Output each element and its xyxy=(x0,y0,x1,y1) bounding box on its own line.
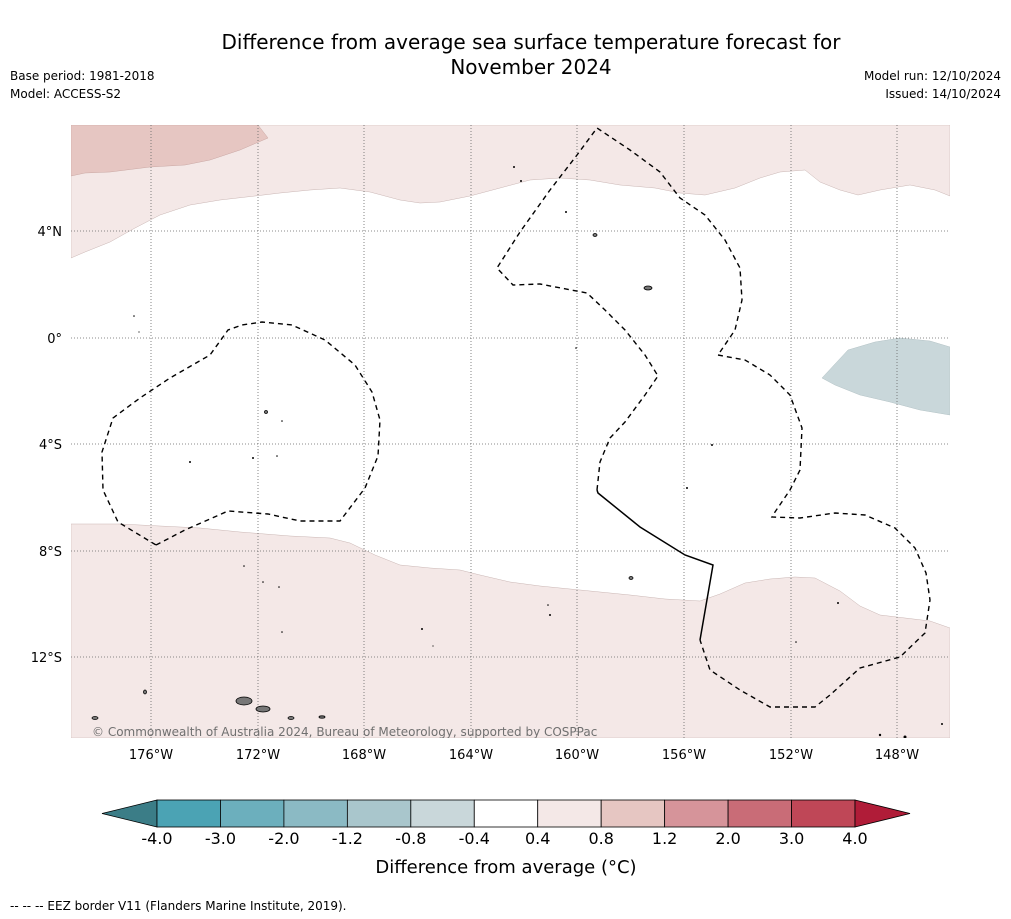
lon-label-148w: 148°W xyxy=(875,748,919,763)
latitude-labels: 4°N 0° 4°S 8°S 12°S xyxy=(31,225,62,666)
map-frame: © Commonwealth of Australia 2024, Bureau… xyxy=(71,125,950,739)
title-line-1: Difference from average sea surface temp… xyxy=(221,30,841,54)
colorbar-title: Difference from average (°C) xyxy=(375,857,636,878)
colorbar-cell xyxy=(346,799,412,828)
anomaly-region-north xyxy=(71,125,950,259)
eez-legend-note: -- -- -- EEZ border V11 (Flanders Marine… xyxy=(10,899,347,913)
eez-border-central xyxy=(496,127,743,491)
colorbar-tick-label: 4.0 xyxy=(842,829,867,848)
issued-date: Issued: 14/10/2024 xyxy=(885,87,1001,101)
island-christmas xyxy=(643,285,653,291)
island-manua xyxy=(318,715,326,719)
lon-label-160w: 160°W xyxy=(555,748,599,763)
colorbar-tick-label: -3.0 xyxy=(205,829,236,848)
colorbar: -4.0 -3.0 -2.0 -1.2 -0.8 -0.4 0.4 0.8 1.2 2.0 3.0 4… xyxy=(101,799,911,878)
title-line-2: November 2024 xyxy=(450,55,612,79)
colorbar-tick-label: -4.0 xyxy=(141,829,172,848)
colorbar-cell xyxy=(727,799,792,828)
lat-label-0: 0° xyxy=(47,332,62,347)
colorbar-cell xyxy=(220,799,285,828)
meta-left: Base period: 1981-2018 Model: ACCESS-S2 xyxy=(10,67,155,103)
colorbar-tick-label: 1.2 xyxy=(652,829,677,848)
eez-border-west xyxy=(101,321,381,546)
lon-label-152w: 152°W xyxy=(769,748,813,763)
lon-label-172w: 172°W xyxy=(236,748,280,763)
small-islets xyxy=(133,166,943,738)
gridlines xyxy=(71,125,950,738)
island-tutuila xyxy=(287,716,295,720)
colorbar-cell xyxy=(600,799,666,828)
colorbar-tick-label: 0.4 xyxy=(525,829,550,848)
island-swains xyxy=(143,689,147,695)
colorbar-cell xyxy=(410,799,475,828)
colorbar-tick-label: -1.2 xyxy=(332,829,363,848)
eez-border-central-south xyxy=(596,489,714,641)
lat-label-4n: 4°N xyxy=(38,225,63,240)
colorbar-cell xyxy=(473,799,539,828)
colorbar-tick-label: 0.8 xyxy=(588,829,613,848)
islands xyxy=(91,233,653,720)
anomaly-region-northwest xyxy=(71,125,269,177)
lat-label-8s: 8°S xyxy=(39,545,62,560)
colorbar-cell xyxy=(791,799,856,828)
colorbar-cell xyxy=(156,799,221,828)
colorbar-extend-low xyxy=(101,799,158,828)
colorbar-tick-labels: -4.0 -3.0 -2.0 -1.2 -0.8 -0.4 0.4 0.8 1.2 2.0 3.0 4… xyxy=(141,829,867,848)
island-penrhyn xyxy=(628,576,634,580)
meta-right: Model run: 12/10/2024 Issued: 14/10/2024 xyxy=(864,67,1001,103)
colorbar-extend-high xyxy=(854,799,911,828)
island-phoenix-1 xyxy=(264,410,268,414)
colorbar-cell xyxy=(664,799,729,828)
lon-label-168w: 168°W xyxy=(342,748,386,763)
lat-label-4s: 4°S xyxy=(39,438,62,453)
lon-label-164w: 164°W xyxy=(449,748,493,763)
colorbar-cell xyxy=(283,799,348,828)
lon-label-176w: 176°W xyxy=(129,748,173,763)
colorbar-cell xyxy=(537,799,602,828)
colorbar-tick-label: 3.0 xyxy=(779,829,804,848)
island-wallis xyxy=(91,716,99,720)
colorbar-tick-label: 2.0 xyxy=(715,829,740,848)
island-fanning xyxy=(592,233,598,237)
map-title: Difference from average sea surface temp… xyxy=(0,30,1011,80)
lat-label-12s: 12°S xyxy=(31,651,62,666)
eez-border-east xyxy=(699,354,931,708)
colorbar-tick-label: -2.0 xyxy=(268,829,299,848)
model-name: Model: ACCESS-S2 xyxy=(10,87,122,101)
longitude-labels: 176°W 172°W 168°W 164°W 160°W 156°W 152°… xyxy=(129,748,919,763)
island-samoa-savaii xyxy=(255,705,271,713)
colorbar-tick-label: -0.4 xyxy=(459,829,490,848)
anomaly-region-east-cool xyxy=(821,337,950,416)
colorbar-tick-label: -0.8 xyxy=(395,829,426,848)
eez-borders xyxy=(101,127,931,708)
anomaly-region-south xyxy=(71,523,950,738)
model-run: Model run: 12/10/2024 xyxy=(863,69,1001,83)
base-period: Base period: 1981-2018 xyxy=(10,69,155,83)
lon-label-156w: 156°W xyxy=(662,748,706,763)
colorbar-cells xyxy=(156,799,856,828)
copyright-text: © Commonwealth of Australia 2024, Bureau… xyxy=(92,725,597,739)
island-samoa-upolu xyxy=(235,696,253,706)
